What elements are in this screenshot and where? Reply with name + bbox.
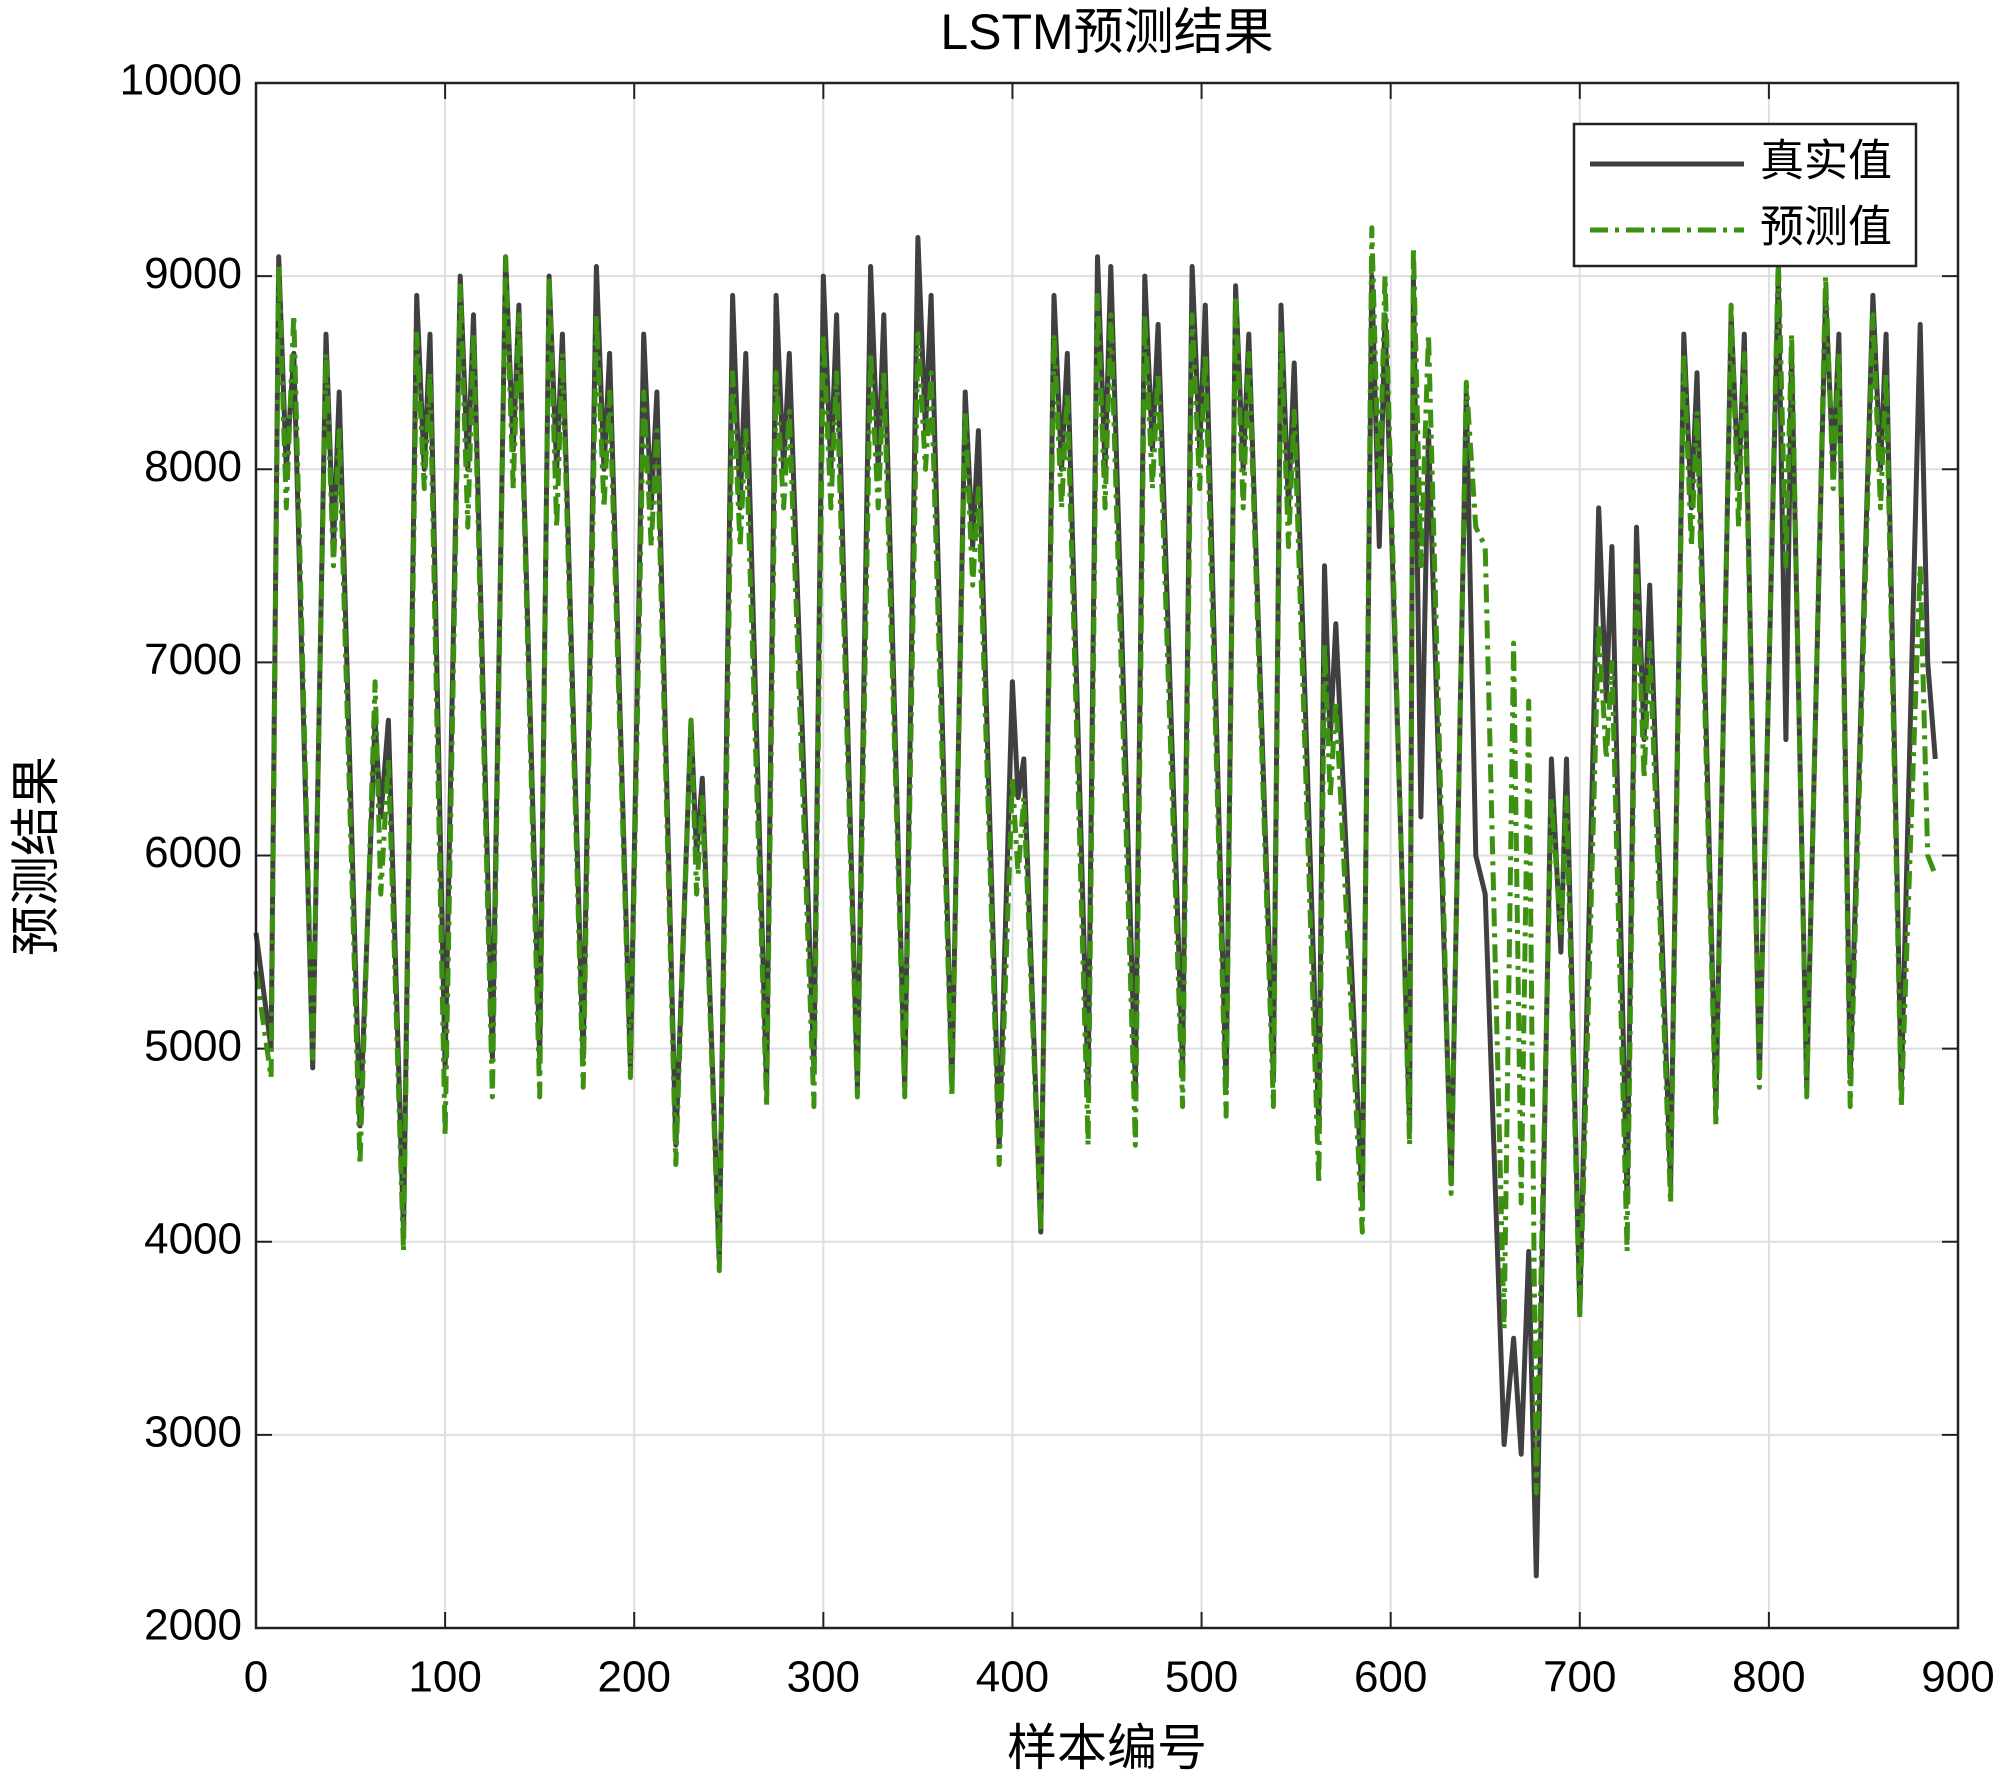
x-tick-label: 400 <box>976 1653 1049 1702</box>
y-tick-label: 6000 <box>144 828 242 877</box>
x-tick-label: 800 <box>1732 1653 1805 1702</box>
y-tick-label: 4000 <box>144 1214 242 1263</box>
x-tick-label: 100 <box>408 1653 481 1702</box>
x-tick-label: 200 <box>598 1653 671 1702</box>
y-tick-label: 10000 <box>120 56 242 105</box>
x-axis-label: 样本编号 <box>1007 1720 1207 1776</box>
y-tick-label: 9000 <box>144 249 242 298</box>
x-tick-label: 500 <box>1165 1653 1238 1702</box>
y-tick-label: 7000 <box>144 635 242 684</box>
y-axis-label: 预测结果 <box>8 756 64 956</box>
y-tick-label: 8000 <box>144 442 242 491</box>
legend-label: 真实值 <box>1760 137 1892 186</box>
x-tick-label: 300 <box>787 1653 860 1702</box>
legend-box <box>1572 122 1918 268</box>
x-tick-label: 0 <box>244 1653 268 1702</box>
legend-label: 预测值 <box>1760 203 1892 252</box>
x-tick-label: 900 <box>1921 1653 1994 1702</box>
series-line <box>253 225 1938 1496</box>
x-tick-label: 700 <box>1543 1653 1616 1702</box>
y-tick-label: 2000 <box>144 1601 242 1650</box>
y-tick-label: 5000 <box>144 1021 242 1070</box>
y-tick-label: 3000 <box>144 1408 242 1457</box>
x-tick-label: 600 <box>1354 1653 1427 1702</box>
chart-title: LSTM预测结果 <box>940 4 1273 60</box>
plot-frame <box>254 81 1960 1630</box>
